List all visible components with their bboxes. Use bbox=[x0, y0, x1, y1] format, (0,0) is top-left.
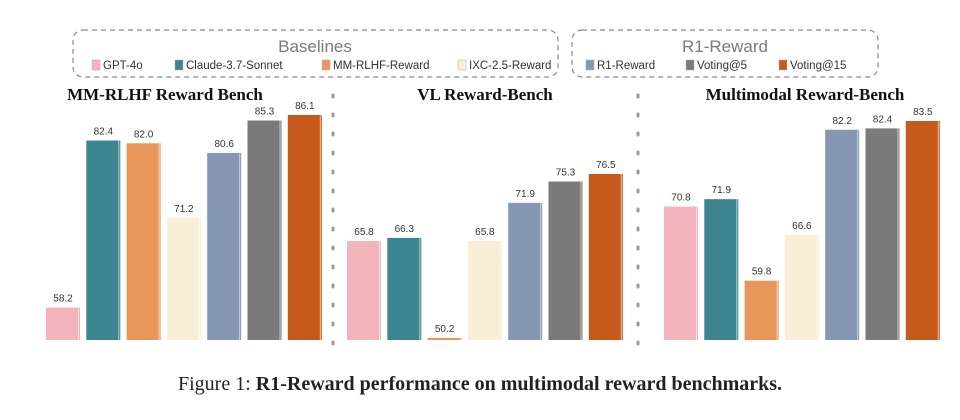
panel-3-value-mm-rlhf-reward: 59.8 bbox=[752, 267, 772, 278]
panel-2-bar-claude-3-7-sonnet bbox=[387, 237, 422, 340]
panel-3-value-gpt-4o: 70.8 bbox=[671, 193, 691, 204]
legend-label-ixc-2-5-reward: IXC-2.5-Reward bbox=[469, 60, 551, 72]
legend-baselines-title: Baselines bbox=[278, 37, 352, 56]
legend-swatch-claude-3-7-sonnet bbox=[174, 59, 184, 71]
panel-1-value-gpt-4o: 58.2 bbox=[53, 294, 73, 305]
panel-1-value-voting-5: 85.3 bbox=[255, 107, 275, 118]
panel-1-value-mm-rlhf-reward: 82.0 bbox=[134, 129, 154, 140]
panel-3-bar-r1-reward bbox=[825, 129, 860, 340]
panel-2-bar-voting-5 bbox=[548, 181, 583, 340]
panel-3-bar-ixc-2-5-reward bbox=[784, 234, 819, 340]
panel-3-bar-gpt-4o bbox=[664, 206, 698, 340]
panel-1-value-ixc-2-5-reward: 71.2 bbox=[174, 204, 194, 215]
panel-2-bar-mm-rlhf-reward bbox=[427, 338, 462, 340]
legend-label-voting-15: Voting@15 bbox=[790, 60, 846, 72]
panel-3-value-ixc-2-5-reward: 66.6 bbox=[792, 221, 812, 232]
caption-prefix: Figure 1: bbox=[177, 373, 256, 395]
legend-label-voting-5: Voting@5 bbox=[697, 60, 747, 72]
panel-3-value-voting-15: 83.5 bbox=[913, 107, 933, 118]
caption-bold: R1-Reward performance on multimodal rewa… bbox=[255, 373, 783, 395]
panel-3-value-claude-3-7-sonnet: 71.9 bbox=[712, 185, 732, 196]
panel-2-value-mm-rlhf-reward: 50.2 bbox=[435, 324, 455, 335]
figure-caption: Figure 1: R1-Reward performance on multi… bbox=[0, 373, 960, 396]
panel-2-title: VL Reward-Bench bbox=[417, 85, 553, 104]
panel-1-bar-ixc-2-5-reward bbox=[166, 217, 201, 340]
panel-1-bar-r1-reward bbox=[207, 152, 242, 340]
legend-label-gpt-4o: GPT-4o bbox=[103, 60, 143, 72]
panel-2-value-ixc-2-5-reward: 65.8 bbox=[475, 227, 495, 238]
legend-label-mm-rlhf-reward: MM-RLHF-Reward bbox=[333, 60, 429, 72]
panel-2-bar-r1-reward bbox=[508, 202, 543, 340]
legend-swatch-voting-5 bbox=[685, 59, 695, 71]
panel-2-value-gpt-4o: 65.8 bbox=[354, 227, 374, 238]
panel-2-bar-voting-15 bbox=[588, 174, 623, 340]
panel-3-bar-voting-15 bbox=[905, 121, 940, 340]
panel-1-bar-voting-5 bbox=[247, 120, 282, 340]
panel-1-value-claude-3-7-sonnet: 82.4 bbox=[94, 127, 114, 138]
legend-swatch-r1-reward bbox=[585, 59, 595, 71]
legend-r1-title: R1-Reward bbox=[682, 37, 768, 56]
panel-1-bar-mm-rlhf-reward bbox=[126, 143, 161, 340]
panel-1-title: MM-RLHF Reward Bench bbox=[67, 85, 263, 104]
legend-baselines-box bbox=[72, 29, 559, 78]
panel-2-value-r1-reward: 71.9 bbox=[515, 189, 535, 200]
panel-2-bar-ixc-2-5-reward bbox=[467, 241, 502, 340]
legend-r1-box bbox=[571, 29, 879, 78]
panel-1-bar-voting-15 bbox=[287, 115, 322, 340]
panel-2-bar-gpt-4o bbox=[347, 241, 381, 340]
legend-swatch-ixc-2-5-reward bbox=[457, 59, 467, 71]
legend-swatch-voting-15 bbox=[778, 59, 788, 71]
panel-1-value-voting-15: 86.1 bbox=[295, 101, 315, 112]
panel-3-value-voting-5: 82.4 bbox=[873, 114, 893, 125]
panel-1-bar-gpt-4o bbox=[46, 307, 80, 340]
legend-swatch-gpt-4o bbox=[91, 59, 101, 71]
panel-3-bar-voting-5 bbox=[865, 128, 900, 340]
panel-3-title: Multimodal Reward-Bench bbox=[706, 85, 905, 104]
legend-label-r1-reward: R1-Reward bbox=[597, 60, 655, 72]
panel-3-bar-claude-3-7-sonnet bbox=[704, 199, 739, 340]
panel-3-bar-mm-rlhf-reward bbox=[744, 280, 779, 340]
panel-3-value-r1-reward: 82.2 bbox=[832, 116, 852, 127]
panel-2-value-voting-5: 75.3 bbox=[556, 168, 576, 179]
panel-1-bar-claude-3-7-sonnet bbox=[86, 140, 121, 340]
legend-label-claude-3-7-sonnet: Claude-3.7-Sonnet bbox=[186, 60, 283, 72]
panel-2-value-voting-15: 76.5 bbox=[596, 160, 616, 171]
legend-swatch-mm-rlhf-reward bbox=[321, 59, 331, 71]
panel-1-value-r1-reward: 80.6 bbox=[214, 139, 234, 150]
panel-2-value-claude-3-7-sonnet: 66.3 bbox=[395, 224, 415, 235]
